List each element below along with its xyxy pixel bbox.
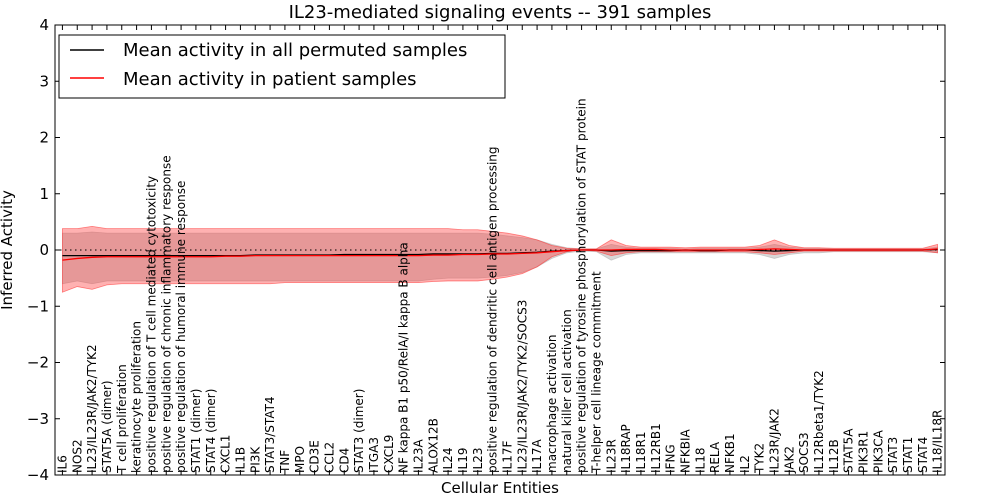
x-tick-label: STAT5A (dimer) xyxy=(100,380,114,473)
x-tick-label: ALOX12B xyxy=(426,418,440,473)
x-tick-label: STAT3 xyxy=(886,437,900,473)
chart-title: IL23-mediated signaling events -- 391 sa… xyxy=(289,2,712,23)
x-tick-label: IL12RB1 xyxy=(649,423,663,473)
x-axis-label: Cellular Entities xyxy=(441,479,559,497)
x-tick-label: IL18RAP xyxy=(619,424,633,473)
y-tick-label: 4 xyxy=(39,16,49,34)
y-axis: −4 −3 −2 −1 0 1 2 3 4 xyxy=(27,16,945,484)
x-tick-label: IL12B xyxy=(827,439,841,473)
x-tick-label: NFKB1 xyxy=(723,433,737,473)
x-tick-label: IFNG xyxy=(664,444,678,473)
x-tick-label: NFKBIA xyxy=(678,428,692,473)
x-tick-label: STAT3 (dimer) xyxy=(352,389,366,473)
x-tick-label: CXCL9 xyxy=(382,435,396,473)
legend-label-permuted: Mean activity in all permuted samples xyxy=(123,40,467,61)
x-tick-label: positive regulation of chronic inflammat… xyxy=(159,155,173,473)
plot-area xyxy=(55,225,945,293)
x-tick-label: IL18 xyxy=(693,448,707,474)
x-tick-label: IL18R1 xyxy=(634,432,648,473)
x-axis: IL6 NOS2 IL23/IL23R/JAK2/TYK2 STAT5A (dimer… xyxy=(55,25,945,475)
band-patient xyxy=(62,225,938,293)
legend-label-patient: Mean activity in patient samples xyxy=(123,69,417,90)
x-tick-label: IL24 xyxy=(441,448,455,474)
y-tick-label: 0 xyxy=(39,241,49,259)
x-tick-label: CD4 xyxy=(337,448,351,473)
x-tick-label: STAT5A xyxy=(842,428,856,473)
x-tick-label: positive regulation of T cell mediated c… xyxy=(144,176,158,473)
x-tick-label: NOS2 xyxy=(70,439,84,473)
x-tick-label: NF kappa B1 p50/RelA/I kappa B alpha xyxy=(397,242,411,473)
x-tick-label: IL18/IL18R xyxy=(931,410,945,473)
x-tick-label: MPO xyxy=(293,446,307,473)
x-tick-label: IL17F xyxy=(500,441,514,473)
x-tick-label: natural killer cell activation xyxy=(560,309,574,473)
x-tick-label: PIK3R1 xyxy=(856,431,870,473)
x-tick-label: STAT3/STAT4 xyxy=(263,396,277,473)
x-tick-label: TYK2 xyxy=(753,443,767,474)
x-tick-label: STAT1 (dimer) xyxy=(189,389,203,473)
x-tick-label: PI3K xyxy=(248,446,262,473)
x-tick-label: keratinocyte proliferation xyxy=(130,321,144,473)
y-tick-label: 1 xyxy=(39,185,49,203)
y-tick-label: −2 xyxy=(27,354,49,372)
x-tick-label: IL19 xyxy=(456,448,470,474)
x-tick-label: IL23R xyxy=(604,439,618,473)
x-tick-label: IL6 xyxy=(55,455,69,473)
x-tick-label: IL23A xyxy=(411,439,425,473)
x-tick-label: PIK3CA xyxy=(871,429,885,473)
x-tick-label: CCL2 xyxy=(322,442,336,473)
x-tick-label: T-helper cell lineage commitment xyxy=(589,271,603,474)
y-tick-label: −4 xyxy=(27,466,49,484)
y-tick-label: −3 xyxy=(27,410,49,428)
y-tick-label: −1 xyxy=(27,297,49,315)
x-tick-label: IL23 xyxy=(471,448,485,474)
x-tick-label: CD3E xyxy=(308,440,322,473)
x-tick-label: positive regulation of humoral immune re… xyxy=(174,181,188,473)
x-tick-label: IL2 xyxy=(738,455,752,473)
x-tick-label: RELA xyxy=(708,441,722,473)
x-tick-label: IL23/IL23R/JAK2/TYK2 xyxy=(85,344,99,473)
x-tick-label: CXCL1 xyxy=(219,435,233,473)
x-tick-label: IL17A xyxy=(530,439,544,473)
x-tick-label: IL23R/JAK2 xyxy=(767,408,781,473)
x-tick-label: STAT4 xyxy=(916,437,930,473)
x-tick-label: TNF xyxy=(278,450,292,474)
x-tick-label: positive regulation of dendritic cell an… xyxy=(486,146,500,473)
x-tick-label: STAT4 (dimer) xyxy=(204,389,218,473)
x-tick-label: IL12Rbeta1/TYK2 xyxy=(812,370,826,473)
x-tick-label: IL23/IL23R/JAK2/TYK2/SOCS3 xyxy=(515,300,529,473)
x-tick-label: STAT1 xyxy=(901,437,915,473)
x-tick-label: T cell proliferation xyxy=(115,364,129,474)
x-tick-label: positive regulation of tyrosine phosphor… xyxy=(575,98,589,473)
line-patient-mean xyxy=(62,248,938,261)
x-tick-label: IL1B xyxy=(233,447,247,473)
y-axis-label: Inferred Activity xyxy=(0,190,16,310)
x-tick-label: SOCS3 xyxy=(797,432,811,473)
legend-box xyxy=(58,34,506,99)
legend: Mean activity in all permuted samples Me… xyxy=(58,34,506,99)
x-tick-label: ITGA3 xyxy=(367,437,381,473)
y-tick-label: 3 xyxy=(39,72,49,90)
x-tick-label: JAK2 xyxy=(782,446,796,474)
x-tick-label: macrophage activation xyxy=(545,335,559,473)
y-tick-label: 2 xyxy=(39,129,49,147)
